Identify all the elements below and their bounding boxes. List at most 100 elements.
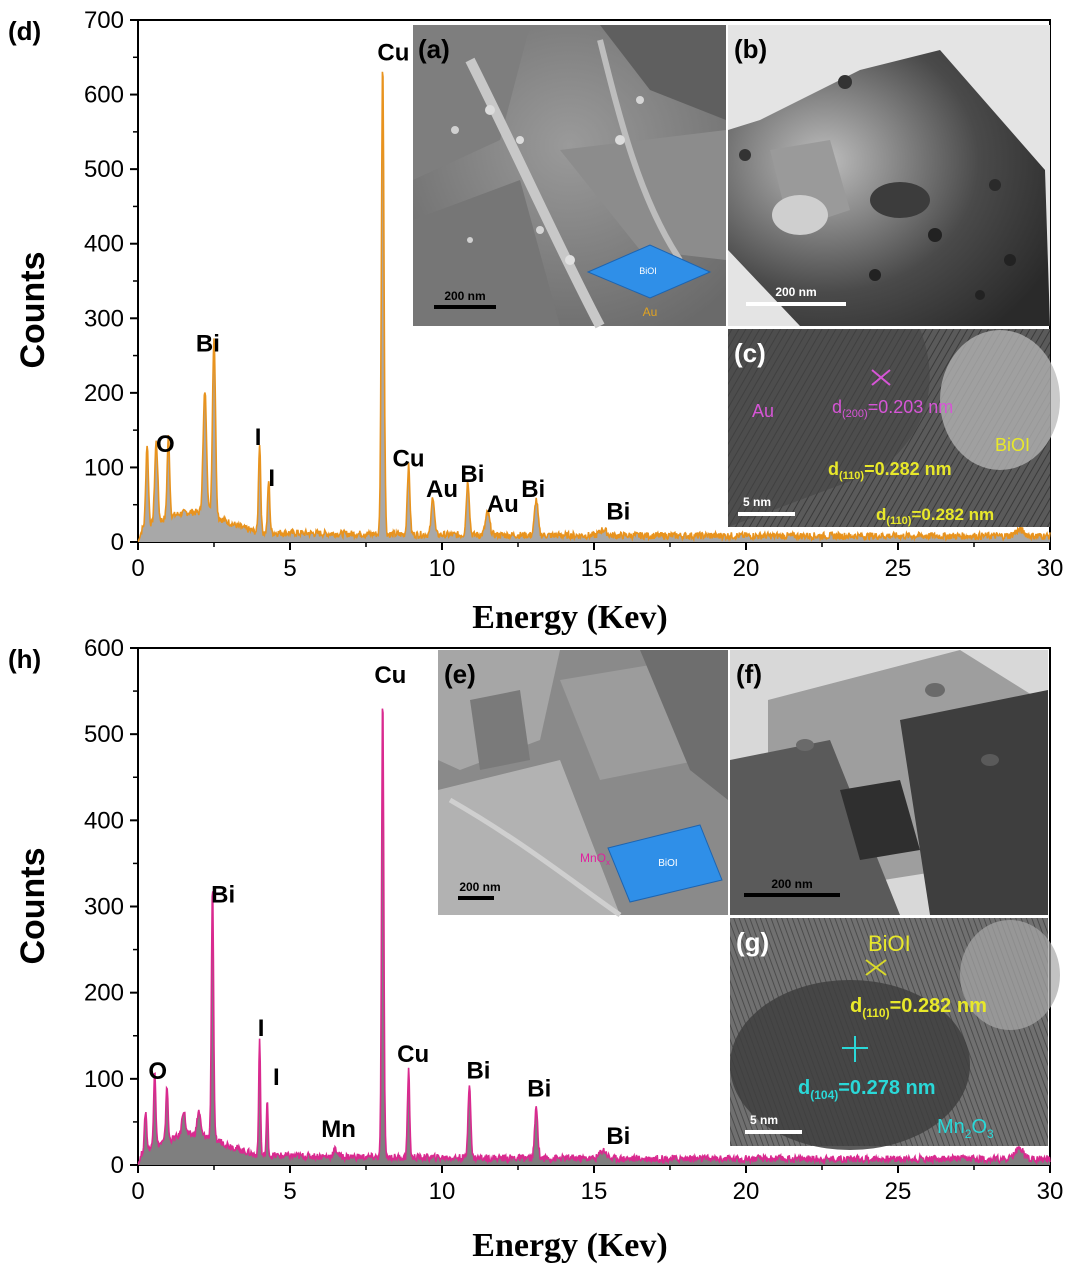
peak-label: Cu (377, 40, 409, 67)
scale-bar (744, 893, 840, 897)
x-axis-label: Energy (Kev) (472, 1227, 667, 1264)
biol-schematic-diamond (586, 244, 712, 299)
inset-e-sem-image: BiOI MnOx 200 nm (e) (438, 650, 728, 918)
x-tick-label: 25 (885, 1178, 912, 1205)
peak-label: Cu (397, 1041, 429, 1068)
peak-label: Bi (466, 1057, 490, 1084)
d110-spacing-label: d(110)=0.282 nm (850, 995, 987, 1020)
inset-c-hrtem-image: (c) Au d(200)=0.203 nm BiOI d(110)=0.282… (728, 329, 1060, 527)
x-tick-label: 20 (733, 1178, 760, 1205)
scale-bar (434, 305, 496, 309)
y-tick-label: 200 (84, 980, 124, 1007)
au-label: Au (643, 305, 658, 319)
x-tick-label: 10 (429, 555, 456, 582)
y-tick-label: 0 (111, 529, 124, 556)
y-tick-label: 600 (84, 82, 124, 109)
peak-label: I (268, 465, 275, 492)
peak-label: Bi (606, 498, 630, 525)
inset-f-tem-image: 200 nm (f) (730, 650, 1048, 915)
d200-spacing-label: d(200)=0.203 nm (832, 397, 953, 420)
y-axis-label: Counts (14, 251, 52, 368)
scale-bar-label: 200 nm (775, 285, 816, 299)
inset-b-tem-image: 200 nm (b) (728, 25, 1050, 326)
y-tick-label: 700 (84, 7, 124, 34)
y-tick-label: 100 (84, 1066, 124, 1093)
inset-label: (b) (734, 34, 767, 64)
x-tick-label: 30 (1037, 1178, 1064, 1205)
biol-schematic-label: BiOI (658, 858, 677, 869)
y-axis-label: Counts (14, 847, 52, 964)
y-tick-label: 400 (84, 807, 124, 834)
peak-label: Bi (606, 1123, 630, 1150)
x-tick-label: 25 (885, 555, 912, 582)
x-tick-label: 5 (283, 555, 296, 582)
inset-label: (a) (418, 34, 450, 64)
scale-bar-label: 200 nm (444, 289, 485, 303)
y-tick-label: 200 (84, 380, 124, 407)
peak-label: Bi (211, 882, 235, 909)
x-tick-label: 0 (131, 1178, 144, 1205)
peak-label: Mn (321, 1116, 356, 1143)
y-tick-label: 400 (84, 231, 124, 258)
y-tick-label: 0 (111, 1152, 124, 1179)
peak-label: Cu (374, 662, 406, 689)
biol-schematic-parallelogram (607, 824, 723, 903)
y-tick-label: 300 (84, 894, 124, 921)
y-tick-label: 500 (84, 721, 124, 748)
spectrum-line (137, 71, 1051, 543)
au-region-label: Au (752, 401, 774, 421)
inset-a-sem-image: BiOI Au 200 nm (a) (413, 25, 726, 329)
x-tick-label: 15 (581, 1178, 608, 1205)
scale-bar (746, 302, 846, 306)
y-tick-label: 100 (84, 454, 124, 481)
inset-label: (e) (444, 659, 476, 689)
inset-g-hrtem-image: (g) BiOI d(110)=0.282 nm d(104)=0.278 nm… (730, 918, 1060, 1150)
peak-label: Au (487, 491, 519, 518)
peak-label: Bi (527, 1075, 551, 1102)
d110-spacing-label-1: d(110)=0.282 nm (828, 459, 952, 482)
y-tick-label: 500 (84, 156, 124, 183)
scale-bar-label: 200 nm (771, 877, 812, 891)
peak-label: O (148, 1058, 167, 1085)
x-tick-label: 10 (429, 1178, 456, 1205)
biol-region-label: BiOI (995, 435, 1030, 455)
scale-bar (458, 896, 494, 900)
d104-spacing-label: d(104)=0.278 nm (798, 1077, 936, 1102)
inset-label: (g) (736, 927, 769, 957)
scale-bar-label: 5 nm (750, 1113, 778, 1127)
scale-bar-label: 200 nm (459, 880, 500, 894)
x-axis-label: Energy (Kev) (472, 599, 667, 636)
biol-schematic-label: BiOI (639, 266, 657, 276)
peak-label: I (255, 424, 262, 451)
x-tick-label: 20 (733, 555, 760, 582)
peak-label: Bi (196, 331, 220, 358)
x-tick-label: 0 (131, 555, 144, 582)
d110-spacing-label-2: d(110)=0.282 nm (876, 505, 994, 527)
panel-label: (d) (8, 16, 41, 46)
peak-label: Cu (393, 445, 425, 472)
mnox-label: MnOx (580, 851, 610, 867)
mn2o3-label: Mn2O3 (937, 1116, 994, 1141)
peak-label: I (273, 1064, 280, 1091)
peak-label: I (258, 1015, 265, 1042)
biol-region-label: BiOI (868, 931, 911, 956)
peak-label: Bi (460, 461, 484, 488)
inset-label: (f) (736, 659, 762, 689)
spectrum-line (137, 708, 1051, 1166)
scale-bar (745, 1130, 802, 1134)
peak-label: Bi (521, 476, 545, 503)
peak-label: O (156, 431, 175, 458)
scale-bar (738, 512, 795, 516)
y-tick-label: 300 (84, 305, 124, 332)
peak-label: Au (426, 476, 458, 503)
x-tick-label: 5 (283, 1178, 296, 1205)
y-tick-label: 600 (84, 635, 124, 662)
panel-label: (h) (8, 644, 41, 674)
x-tick-label: 30 (1037, 555, 1064, 582)
inset-label: (c) (734, 338, 766, 368)
scale-bar-label: 5 nm (743, 495, 771, 509)
x-tick-label: 15 (581, 555, 608, 582)
